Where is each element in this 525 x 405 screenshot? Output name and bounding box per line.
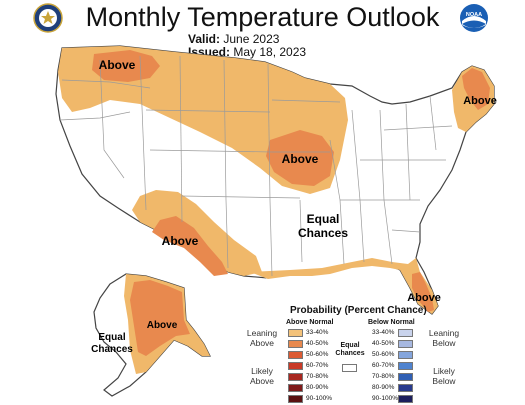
- legend-above-range-2: 40-50%: [306, 340, 329, 347]
- legend-leaning-above: Leaning Above: [244, 328, 280, 348]
- label-florida: Above: [407, 292, 441, 304]
- legend-below-range-6: 80-90%: [372, 384, 395, 391]
- legend-below-swatch-1: [398, 329, 413, 337]
- legend-likely-below: Likely Below: [424, 366, 464, 386]
- label-northeast: Above: [463, 95, 497, 107]
- valid-label: Valid:: [188, 32, 221, 46]
- legend-above-heading: Above Normal: [286, 319, 334, 326]
- legend-below-range-4: 60-70%: [372, 362, 395, 369]
- map-title: Monthly Temperature Outlook: [85, 2, 440, 32]
- legend-likely-above-2: Above: [249, 376, 275, 386]
- legend-below-heading: Below Normal: [368, 319, 415, 326]
- legend-leaning-above-1: Leaning: [246, 328, 278, 338]
- issued-line: Issued: May 18, 2023: [188, 45, 306, 59]
- legend-above-range-3: 50-60%: [306, 351, 329, 358]
- legend-below-range-5: 70-80%: [372, 373, 395, 380]
- label-alaska-equal-1: Equal: [98, 332, 125, 343]
- legend-below-range-3: 50-60%: [372, 351, 395, 358]
- legend-above-swatch-7: [288, 395, 303, 403]
- legend-equal-label-2: Chances: [335, 350, 365, 357]
- legend-likely-below-2: Below: [432, 376, 456, 386]
- legend-equal-label-1: Equal: [340, 342, 360, 349]
- midwest-above-40-50: [266, 130, 334, 186]
- issued-value: May 18, 2023: [233, 45, 307, 59]
- label-equal-center-2: Chances: [298, 226, 348, 240]
- florida-above-40-50: [412, 272, 434, 312]
- northeast-above-40-50: [462, 68, 490, 110]
- label-midwest: Above: [282, 152, 319, 166]
- label-alaska: Above: [147, 320, 178, 331]
- legend-below-swatch-7: [398, 395, 413, 403]
- legend-equal-chances: Equal Chances: [332, 342, 368, 358]
- legend-above-swatch-2: [288, 340, 303, 348]
- legend-above-range-5: 70-80%: [306, 373, 329, 380]
- legend-above-swatch-3: [288, 351, 303, 359]
- state-boundaries: [59, 55, 453, 277]
- legend-above-range-1: 33-40%: [306, 329, 329, 336]
- legend-below-swatch-3: [398, 351, 413, 359]
- legend-below-swatch-6: [398, 384, 413, 392]
- southwest-above-40-50: [152, 216, 228, 276]
- legend-likely-above: Likely Above: [244, 366, 280, 386]
- legend-above-swatch-6: [288, 384, 303, 392]
- legend-above-range-7: 90-100%: [306, 395, 333, 402]
- legend-leaning-below-1: Leaning: [428, 328, 460, 338]
- alaska-above-40-50: [130, 280, 190, 356]
- gulf-coast-above-33-40: [250, 258, 438, 314]
- doc-seal-icon: [33, 3, 63, 33]
- legend-above-range-6: 80-90%: [306, 384, 329, 391]
- northwest-above-40-50: [92, 50, 160, 82]
- label-alaska-equal-2: Chances: [91, 344, 133, 355]
- label-northwest: Above: [99, 58, 136, 72]
- legend-above-range-4: 60-70%: [306, 362, 329, 369]
- legend-above-swatch-1: [288, 329, 303, 337]
- legend-below-range-1: 33-40%: [372, 329, 395, 336]
- legend-below-swatch-5: [398, 373, 413, 381]
- noaa-logo-text: NOAA: [466, 12, 482, 18]
- legend-above-swatch-4: [288, 362, 303, 370]
- valid-value: June 2023: [223, 32, 280, 46]
- legend-leaning-above-2: Above: [249, 338, 275, 348]
- legend-leaning-below-2: Below: [432, 338, 456, 348]
- legend-equal-swatch: [342, 364, 357, 372]
- legend-below-swatch-2: [398, 340, 413, 348]
- legend-leaning-below: Leaning Below: [424, 328, 464, 348]
- label-southwest: Above: [162, 234, 199, 248]
- legend-likely-below-1: Likely: [433, 366, 455, 376]
- legend-below-swatch-4: [398, 362, 413, 370]
- legend-title: Probability (Percent Chance): [290, 305, 427, 316]
- legend-likely-above-1: Likely: [251, 366, 273, 376]
- legend-above-swatch-5: [288, 373, 303, 381]
- legend-below-range-7: 90-100%: [372, 395, 399, 402]
- legend-below-range-2: 40-50%: [372, 340, 395, 347]
- valid-line: Valid: June 2023: [188, 32, 279, 46]
- noaa-logo-icon: NOAA: [460, 4, 488, 32]
- label-equal-center-1: Equal: [307, 212, 340, 226]
